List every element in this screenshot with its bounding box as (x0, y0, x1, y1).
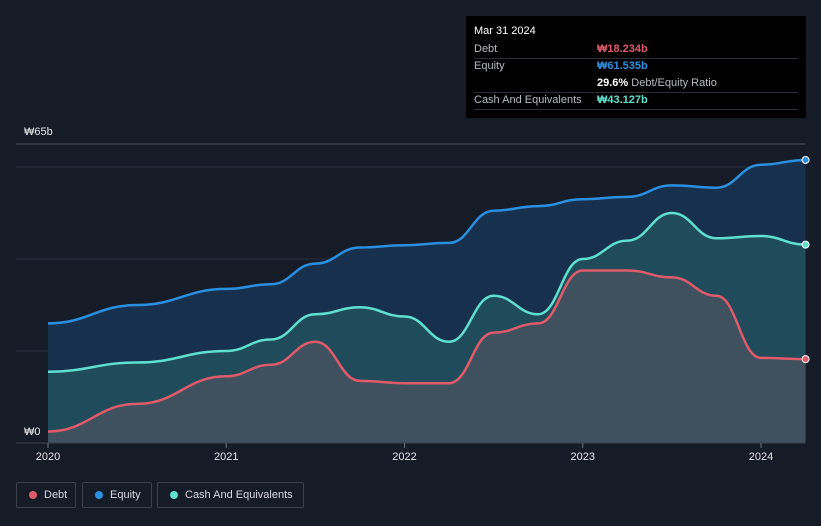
tooltip-date: Mar 31 2024 (474, 25, 536, 37)
tooltip-equity-value: ₩61.535b (597, 60, 648, 72)
tooltip-debt-label: Debt (474, 43, 498, 55)
y-tick-label-max: ₩65b (24, 126, 53, 138)
series-lines (47, 158, 806, 433)
tooltip-row-equity: Equity ₩61.535b (474, 58, 798, 75)
series-endpoints (801, 155, 810, 364)
x-tick-label: 2023 (571, 451, 595, 463)
x-tick-label: 2022 (392, 451, 416, 463)
tooltip-cash-label: Cash And Equivalents (474, 94, 582, 106)
cash-endpoint (801, 240, 810, 249)
legend-item-cash[interactable]: Cash And Equivalents (157, 482, 304, 508)
equity-endpoint (801, 155, 810, 164)
legend-item-equity[interactable]: Equity (82, 482, 152, 508)
debt-line (47, 269, 806, 433)
y-tick-label-zero: ₩0 (24, 426, 41, 438)
tooltip-ratio-label: Debt/Equity Ratio (631, 77, 717, 89)
equity-line (47, 158, 806, 325)
legend-item-debt[interactable]: Debt (16, 482, 76, 508)
tooltip-debt-value: ₩18.234b (597, 43, 648, 55)
debt-area (48, 270, 806, 443)
x-tick-label: 2024 (749, 451, 773, 463)
x-tick-label: 2020 (36, 451, 60, 463)
tooltip-row-ratio: 29.6% Debt/Equity Ratio (474, 75, 798, 93)
cash-line (47, 211, 806, 373)
debt-endpoint (801, 355, 810, 364)
tooltip-ratio: 29.6% Debt/Equity Ratio (597, 77, 717, 89)
debt-dot-icon (29, 491, 37, 499)
tooltip-panel: Mar 31 2024 Debt ₩18.234b Equity ₩61.535… (466, 16, 806, 118)
tooltip-equity-label: Equity (474, 60, 505, 72)
x-tick-label: 2021 (214, 451, 238, 463)
legend-equity-label: Equity (110, 489, 141, 501)
tooltip-cash-value: ₩43.127b (597, 94, 648, 106)
legend-cash-label: Cash And Equivalents (185, 489, 293, 501)
tooltip-ratio-value: 29.6% (597, 77, 629, 89)
cash-dot-icon (170, 491, 178, 499)
x-axis: 2020 2021 2022 2023 2024 (16, 442, 805, 463)
legend-debt-label: Debt (44, 489, 68, 501)
tooltip-row-cash: Cash And Equivalents ₩43.127b (474, 92, 798, 110)
equity-dot-icon (95, 491, 103, 499)
tooltip-row-debt: Debt ₩18.234b (474, 41, 798, 59)
